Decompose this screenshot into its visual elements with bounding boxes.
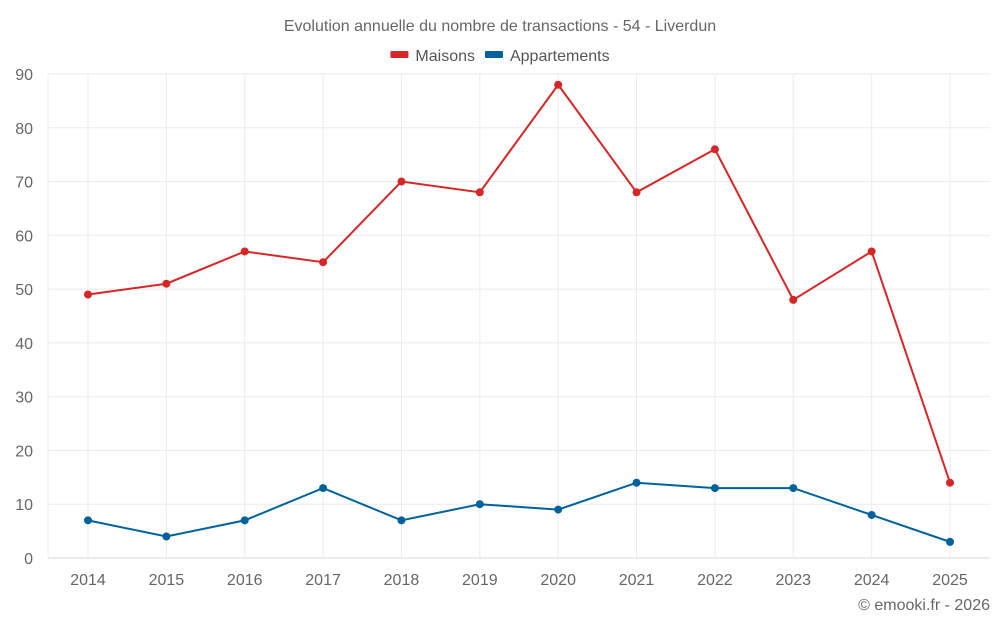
data-point[interactable] (789, 484, 798, 493)
x-tick-label: 2021 (619, 572, 655, 589)
legend-label: Appartements (510, 48, 610, 65)
x-tick-label: 2022 (697, 572, 733, 589)
y-axis-ticks: 0 10 20 30 40 50 60 70 80 90 (15, 67, 33, 568)
y-tick-label: 90 (15, 67, 33, 84)
y-tick-label: 60 (15, 228, 33, 245)
data-point[interactable] (319, 484, 328, 493)
x-axis-ticks: 2014 2015 2016 2017 2018 2019 2020 2021 2022 2023… (70, 572, 968, 589)
y-tick-label: 10 (15, 497, 33, 514)
x-tick-label: 2016 (227, 572, 263, 589)
data-point[interactable] (867, 510, 876, 519)
data-point[interactable] (240, 247, 249, 256)
y-tick-label: 20 (15, 443, 33, 460)
y-tick-label: 0 (24, 551, 33, 568)
data-point[interactable] (84, 290, 92, 299)
y-tick-label: 40 (15, 336, 33, 353)
legend-item-appartements[interactable]: Appartements (484, 48, 610, 65)
x-tick-label: 2025 (932, 572, 968, 589)
legend: Maisons Appartements (390, 48, 610, 65)
data-point[interactable] (789, 295, 798, 304)
data-point[interactable] (946, 478, 954, 487)
x-tick-label: 2014 (70, 572, 106, 589)
data-point[interactable] (240, 516, 249, 525)
y-gridlines (48, 73, 990, 505)
data-point[interactable] (397, 516, 406, 525)
legend-label: Maisons (415, 48, 475, 65)
series-appartements (84, 478, 954, 546)
x-tick-label: 2017 (305, 572, 341, 589)
legend-swatch (390, 51, 409, 58)
x-tick-label: 2023 (775, 572, 811, 589)
data-point[interactable] (554, 505, 563, 514)
x-tick-label: 2024 (854, 572, 890, 589)
data-point[interactable] (632, 478, 641, 487)
data-point[interactable] (710, 484, 719, 493)
data-point[interactable] (710, 145, 719, 154)
x-tick-label: 2015 (149, 572, 185, 589)
data-point[interactable] (84, 516, 92, 525)
series-group (84, 80, 954, 546)
legend-swatch (484, 51, 503, 58)
data-point[interactable] (397, 177, 406, 186)
y-tick-label: 70 (15, 175, 33, 192)
chart-title: Evolution annuelle du nombre de transact… (284, 18, 716, 35)
x-tick-label: 2019 (462, 572, 498, 589)
legend-item-maisons[interactable]: Maisons (390, 48, 475, 65)
data-point[interactable] (632, 188, 641, 197)
data-point[interactable] (475, 500, 484, 509)
series-maisons (84, 80, 954, 487)
x-tick-label: 2018 (384, 572, 420, 589)
credit-text: © emooki.fr - 2026 (858, 597, 990, 614)
x-tick-label: 2020 (540, 572, 576, 589)
data-point[interactable] (867, 247, 876, 256)
y-tick-label: 50 (15, 282, 33, 299)
data-point[interactable] (162, 279, 171, 288)
series-line (87, 83, 951, 484)
data-point[interactable] (319, 258, 328, 267)
data-point[interactable] (554, 80, 563, 89)
data-point[interactable] (946, 537, 954, 546)
y-tick-label: 30 (15, 390, 33, 407)
series-line (87, 481, 951, 543)
y-tick-label: 80 (15, 121, 33, 138)
data-point[interactable] (162, 532, 171, 541)
x-gridlines (47, 74, 951, 558)
data-point[interactable] (475, 188, 484, 197)
